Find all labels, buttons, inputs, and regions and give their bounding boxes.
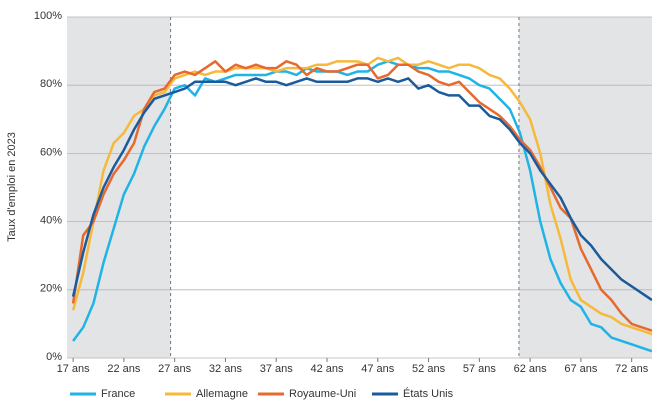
x-tick-label: 42 ans: [310, 363, 344, 375]
x-tick-label: 32 ans: [209, 363, 243, 375]
legend-label: France: [101, 388, 135, 400]
x-tick-label: 72 ans: [615, 363, 649, 375]
y-tick-label: 40%: [40, 215, 62, 227]
y-tick-label: 20%: [40, 283, 62, 295]
legend-label: Royaume-Uni: [289, 388, 356, 400]
legend-label: États Unis: [403, 387, 454, 400]
x-tick-label: 37 ans: [260, 363, 294, 375]
x-tick-label: 17 ans: [57, 363, 91, 375]
y-tick-label: 80%: [40, 78, 62, 90]
x-tick-label: 47 ans: [361, 363, 395, 375]
shaded-range: [67, 17, 171, 358]
y-tick-label: 100%: [34, 10, 62, 22]
series-line: [71, 60, 652, 332]
x-tick-label: 27 ans: [158, 363, 192, 375]
x-tick-label: 57 ans: [463, 363, 497, 375]
series-line: [71, 56, 652, 336]
x-tick-label: 67 ans: [564, 363, 598, 375]
y-tick-label: 60%: [40, 146, 62, 158]
x-tick-label: 22 ans: [107, 363, 141, 375]
legend-label: Allemagne: [196, 388, 248, 400]
shaded-range: [518, 17, 652, 358]
y-tick-label: 0%: [46, 351, 62, 363]
y-axis-label: Taux d'emploi en 2023: [6, 132, 18, 242]
x-tick-label: 62 ans: [514, 363, 548, 375]
series-line: [72, 60, 652, 353]
series-line: [71, 77, 652, 302]
x-tick-label: 52 ans: [412, 363, 446, 375]
